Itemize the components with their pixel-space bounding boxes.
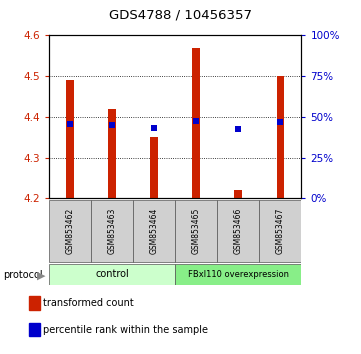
Text: ▶: ▶ xyxy=(36,270,45,280)
Text: GSM853463: GSM853463 xyxy=(108,208,116,254)
Bar xyxy=(235,190,242,198)
Text: GSM853466: GSM853466 xyxy=(234,208,243,254)
Text: percentile rank within the sample: percentile rank within the sample xyxy=(43,325,208,335)
Text: transformed count: transformed count xyxy=(43,298,134,308)
Text: control: control xyxy=(95,269,129,279)
Bar xyxy=(217,200,259,262)
Bar xyxy=(91,200,133,262)
Text: GSM853464: GSM853464 xyxy=(149,208,158,254)
Text: FBxl110 overexpression: FBxl110 overexpression xyxy=(188,270,289,279)
Bar xyxy=(175,264,301,285)
Bar xyxy=(277,76,284,198)
Text: GSM853465: GSM853465 xyxy=(192,208,201,254)
Text: GDS4788 / 10456357: GDS4788 / 10456357 xyxy=(109,9,252,22)
Bar xyxy=(259,200,301,262)
Bar xyxy=(49,200,91,262)
Text: GSM853462: GSM853462 xyxy=(65,208,74,254)
Bar xyxy=(133,200,175,262)
Bar xyxy=(49,264,175,285)
Text: GSM853467: GSM853467 xyxy=(276,208,285,254)
Bar xyxy=(192,47,200,198)
Text: protocol: protocol xyxy=(4,270,43,280)
Bar xyxy=(108,109,116,198)
Bar xyxy=(175,200,217,262)
Bar xyxy=(150,137,158,198)
Bar xyxy=(66,80,74,198)
